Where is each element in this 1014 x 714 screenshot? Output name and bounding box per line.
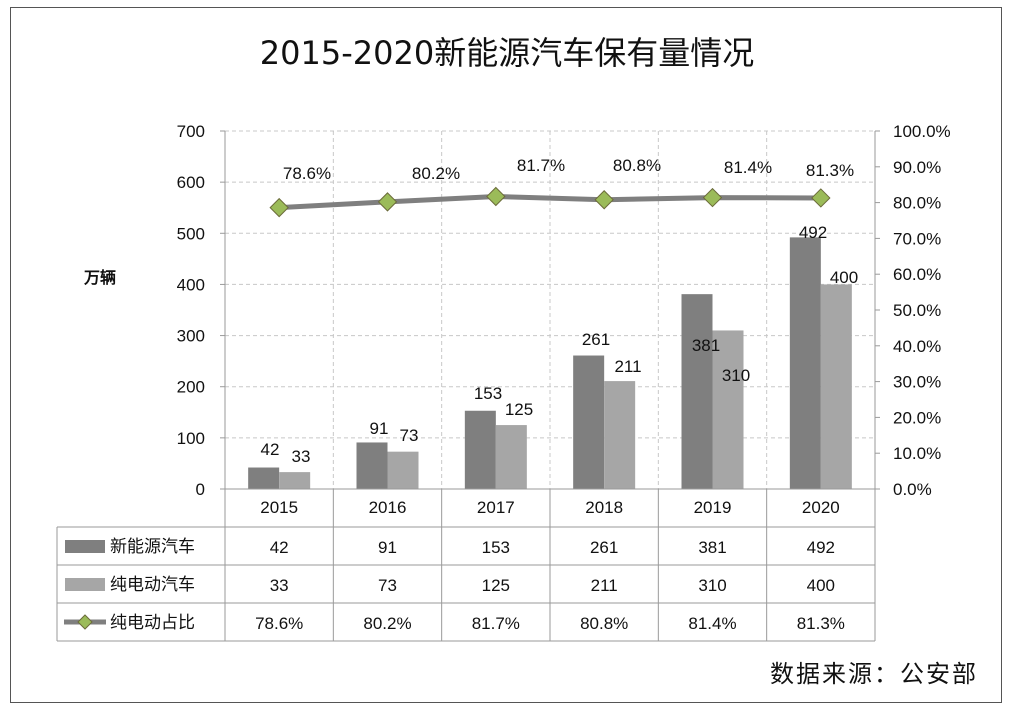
right-tick-label: 90.0% bbox=[893, 158, 941, 177]
category-label: 2019 bbox=[694, 498, 732, 517]
bar-bev bbox=[387, 451, 419, 489]
left-tick-label: 200 bbox=[177, 378, 205, 397]
table-cell: 310 bbox=[698, 576, 726, 595]
left-tick-label: 600 bbox=[177, 173, 205, 192]
chart-title: 2015-2020新能源汽车保有量情况 bbox=[259, 34, 755, 72]
bar-data-label: 153 bbox=[474, 384, 502, 403]
y-axis-label: 万辆 bbox=[83, 268, 116, 287]
table-cell: 400 bbox=[807, 576, 835, 595]
legend-label: 新能源汽车 bbox=[110, 537, 195, 557]
bar-nev bbox=[248, 467, 280, 489]
table-cell: 42 bbox=[270, 538, 289, 557]
bar-nev bbox=[789, 237, 821, 489]
bar-data-label: 33 bbox=[292, 447, 311, 466]
left-tick-label: 300 bbox=[177, 327, 205, 346]
bar-bev bbox=[604, 381, 636, 489]
table-cell: 153 bbox=[482, 538, 510, 557]
bar-data-label: 91 bbox=[370, 419, 389, 438]
line-marker bbox=[811, 188, 831, 208]
source-note: 数据来源：公安部 bbox=[770, 660, 978, 688]
line-data-label: 81.3% bbox=[806, 161, 854, 180]
line-marker bbox=[377, 192, 398, 212]
bar-data-label: 73 bbox=[400, 426, 419, 445]
table-cell: 261 bbox=[590, 538, 618, 557]
bar-data-label: 400 bbox=[830, 268, 858, 287]
left-tick-label: 500 bbox=[177, 224, 205, 243]
left-tick-label: 700 bbox=[177, 122, 205, 141]
right-tick-label: 40.0% bbox=[893, 337, 941, 356]
category-label: 2017 bbox=[477, 498, 515, 517]
line-data-label: 81.7% bbox=[517, 156, 565, 175]
right-tick-label: 10.0% bbox=[893, 444, 941, 463]
bar-bev bbox=[712, 330, 744, 489]
legend-label: 纯电动占比 bbox=[110, 613, 195, 633]
left-tick-label: 0 bbox=[196, 480, 205, 499]
table-cell: 91 bbox=[378, 538, 397, 557]
table-cell: 80.8% bbox=[580, 614, 628, 633]
line-marker bbox=[702, 187, 723, 208]
line-marker bbox=[594, 190, 614, 210]
legend-swatch bbox=[65, 540, 105, 553]
right-tick-label: 0.0% bbox=[893, 480, 932, 499]
line-share bbox=[279, 194, 821, 211]
table-cell: 211 bbox=[591, 576, 618, 595]
legend-swatch bbox=[65, 578, 105, 591]
bar-data-label: 310 bbox=[722, 366, 750, 385]
bar-data-label: 42 bbox=[261, 440, 280, 459]
bar-bev bbox=[279, 472, 311, 489]
bar-nev bbox=[573, 355, 605, 489]
right-tick-label: 100.0% bbox=[893, 122, 951, 141]
bar-nev bbox=[464, 410, 496, 489]
line-data-label: 80.8% bbox=[613, 156, 661, 175]
legend-label: 纯电动汽车 bbox=[110, 575, 195, 595]
table-cell: 381 bbox=[698, 538, 726, 557]
table-cell: 81.7% bbox=[472, 614, 520, 633]
table-cell: 33 bbox=[270, 576, 289, 595]
bar-data-label: 381 bbox=[692, 336, 720, 355]
category-label: 2020 bbox=[802, 498, 840, 517]
line-data-label: 81.4% bbox=[724, 158, 772, 177]
right-tick-label: 60.0% bbox=[893, 265, 941, 284]
left-tick-label: 400 bbox=[177, 275, 205, 294]
line-data-label: 78.6% bbox=[283, 164, 331, 183]
right-tick-label: 70.0% bbox=[893, 229, 941, 248]
table-cell: 81.4% bbox=[688, 614, 736, 633]
right-tick-label: 20.0% bbox=[893, 408, 941, 427]
line-marker bbox=[486, 186, 506, 207]
right-tick-label: 30.0% bbox=[893, 373, 941, 392]
right-tick-label: 50.0% bbox=[893, 301, 941, 320]
legend-marker bbox=[77, 614, 93, 630]
table-cell: 78.6% bbox=[255, 614, 303, 633]
bar-nev bbox=[356, 442, 388, 489]
bar-bev bbox=[820, 284, 852, 489]
table-cell: 80.2% bbox=[363, 614, 411, 633]
bar-nev bbox=[681, 294, 713, 489]
bar-data-label: 125 bbox=[505, 400, 533, 419]
line-data-label: 80.2% bbox=[412, 164, 460, 183]
left-tick-label: 100 bbox=[177, 429, 205, 448]
table-cell: 73 bbox=[378, 576, 397, 595]
table-cell: 125 bbox=[482, 576, 510, 595]
category-label: 2016 bbox=[369, 498, 407, 517]
bar-data-label: 492 bbox=[799, 223, 827, 242]
table-cell: 492 bbox=[807, 538, 835, 557]
table-cell: 81.3% bbox=[797, 614, 845, 633]
category-label: 2015 bbox=[260, 498, 298, 517]
right-tick-label: 80.0% bbox=[893, 194, 941, 213]
line-marker bbox=[269, 197, 289, 218]
bar-bev bbox=[495, 425, 527, 489]
category-label: 2018 bbox=[585, 498, 623, 517]
bar-data-label: 261 bbox=[582, 330, 610, 349]
bar-data-label: 211 bbox=[614, 357, 641, 376]
